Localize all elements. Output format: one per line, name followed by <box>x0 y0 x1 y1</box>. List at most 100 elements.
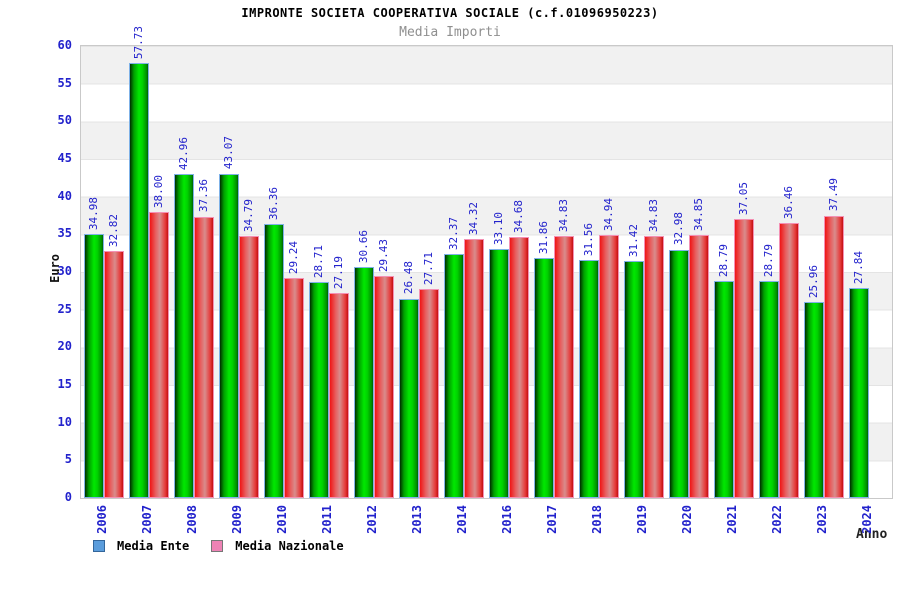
bar-value-media-nazionale-2013: 27.71 <box>421 252 435 286</box>
y-tick-0: 0 <box>64 490 72 504</box>
legend-label-0: Media Ente <box>117 539 190 553</box>
bar-media-nazionale-2014 <box>463 239 484 498</box>
bar-media-nazionale-2011 <box>328 293 349 498</box>
y-tick-15: 15 <box>57 377 72 391</box>
bar-value-media-ente-2013: 26.48 <box>401 261 415 295</box>
bar-value-media-ente-2014: 32.37 <box>446 217 460 251</box>
y-tick-10: 10 <box>57 414 72 429</box>
x-tick-2020: 2020 <box>680 505 695 534</box>
bar-value-media-nazionale-2012: 29.43 <box>376 239 390 273</box>
bar-media-nazionale-2019 <box>644 235 665 498</box>
x-tick-2011: 2011 <box>319 505 334 534</box>
bar-media-ente-2011 <box>308 281 329 498</box>
y-tick-55: 55 <box>57 75 72 90</box>
bar-media-nazionale-2020 <box>689 235 710 498</box>
bar-media-ente-2017 <box>534 258 555 498</box>
bar-media-nazionale-2018 <box>599 234 620 498</box>
bar-media-nazionale-2022 <box>779 223 800 498</box>
legend-swatch-0 <box>93 540 105 552</box>
legend-item-0: Media Ente <box>93 539 189 553</box>
bar-media-ente-2023 <box>804 302 825 498</box>
y-tick-60: 60 <box>57 38 72 52</box>
x-tick-2018: 2018 <box>590 505 605 534</box>
bar-media-nazionale-2017 <box>554 235 575 498</box>
x-tick-2014: 2014 <box>454 505 469 534</box>
bar-media-ente-2016 <box>489 248 510 498</box>
x-tick-2007: 2007 <box>139 505 154 534</box>
bar-media-nazionale-2007 <box>148 211 169 498</box>
x-tick-2009: 2009 <box>229 505 244 534</box>
bar-value-media-nazionale-2020: 34.85 <box>692 198 706 232</box>
bar-media-nazionale-2021 <box>734 218 755 498</box>
bar-media-ente-2014 <box>443 254 464 498</box>
bar-value-media-ente-2007: 57.73 <box>131 25 145 60</box>
bar-value-media-nazionale-2016: 34.68 <box>512 199 526 233</box>
bar-media-ente-2019 <box>624 261 645 498</box>
bar-value-media-ente-2021: 28.79 <box>717 244 731 278</box>
x-axis-title: Anno <box>856 527 888 542</box>
plot-area: 34.98 32.82 57.73 38.00 42.96 37.36 43.07 34.79… <box>80 26 893 499</box>
y-tick-35: 35 <box>57 226 72 241</box>
bar-value-media-nazionale-2017: 34.83 <box>557 198 571 232</box>
bar-media-ente-2008 <box>173 174 194 498</box>
y-tick-45: 45 <box>57 151 72 165</box>
bar-value-media-ente-2009: 43.07 <box>221 136 235 170</box>
bar-value-media-nazionale-2007: 38.00 <box>151 174 165 208</box>
bar-value-media-nazionale-2008: 37.36 <box>196 179 210 213</box>
x-tick-2021: 2021 <box>725 505 740 534</box>
bar-value-media-nazionale-2021: 37.05 <box>737 181 751 215</box>
bar-value-media-ente-2006: 34.98 <box>86 197 100 231</box>
bar-value-media-ente-2018: 31.56 <box>582 223 596 257</box>
bar-value-media-nazionale-2011: 27.19 <box>331 256 345 290</box>
bar-value-media-nazionale-2010: 29.24 <box>286 240 300 274</box>
x-tick-2006: 2006 <box>94 505 109 534</box>
bar-media-ente-2010 <box>263 224 284 498</box>
bar-value-media-ente-2017: 31.86 <box>537 220 551 254</box>
legend-label-1: Media Nazionale <box>235 539 344 553</box>
bar-value-media-nazionale-2018: 34.94 <box>602 197 616 231</box>
y-tick-20: 20 <box>57 339 72 354</box>
x-tick-2023: 2023 <box>815 505 830 534</box>
bar-value-media-ente-2008: 42.96 <box>176 137 190 171</box>
bar-media-ente-2018 <box>579 260 600 498</box>
bar-media-ente-2024 <box>849 288 870 498</box>
bar-media-nazionale-2008 <box>193 216 214 498</box>
x-tick-2012: 2012 <box>364 505 379 534</box>
bar-value-media-ente-2011: 28.71 <box>311 244 325 278</box>
bar-media-nazionale-2016 <box>509 236 530 498</box>
y-tick-40: 40 <box>57 188 72 203</box>
bar-media-nazionale-2006 <box>103 250 124 498</box>
bar-value-media-nazionale-2014: 34.32 <box>466 202 480 236</box>
bar-value-media-ente-2019: 31.42 <box>627 224 641 258</box>
bar-value-media-nazionale-2009: 34.79 <box>241 198 255 232</box>
legend: Media Ente Media Nazionale <box>93 539 366 553</box>
bar-media-ente-2013 <box>398 298 419 498</box>
x-tick-2024: 2024 <box>860 505 875 534</box>
bar-value-media-ente-2023: 25.96 <box>807 265 821 299</box>
bar-media-ente-2022 <box>759 281 780 498</box>
x-tick-2022: 2022 <box>770 505 785 534</box>
bar-media-ente-2009 <box>218 173 239 498</box>
bar-value-media-ente-2020: 32.98 <box>672 212 686 246</box>
bar-media-nazionale-2013 <box>418 289 439 498</box>
bar-value-media-nazionale-2019: 34.83 <box>647 198 661 232</box>
bar-media-ente-2021 <box>714 281 735 498</box>
bar-value-media-nazionale-2006: 32.82 <box>106 213 120 247</box>
y-tick-50: 50 <box>57 113 72 128</box>
bar-value-media-nazionale-2023: 37.49 <box>827 178 841 212</box>
legend-item-1: Media Nazionale <box>211 539 344 553</box>
bar-value-media-ente-2010: 36.36 <box>266 186 280 221</box>
x-tick-2013: 2013 <box>409 505 424 534</box>
bar-media-ente-2012 <box>353 267 374 498</box>
chart-title: IMPRONTE SOCIETA COOPERATIVA SOCIALE (c.… <box>241 6 659 20</box>
y-tick-30: 30 <box>57 264 72 278</box>
bar-media-nazionale-2012 <box>373 276 394 498</box>
bar-value-media-ente-2012: 30.66 <box>356 229 370 264</box>
bar-value-media-ente-2024: 27.84 <box>852 251 866 285</box>
bar-value-media-ente-2022: 28.79 <box>762 244 776 278</box>
y-tick-5: 5 <box>64 452 72 467</box>
x-tick-2016: 2016 <box>500 505 515 534</box>
bar-media-ente-2020 <box>669 249 690 498</box>
bar-media-nazionale-2023 <box>824 215 845 498</box>
